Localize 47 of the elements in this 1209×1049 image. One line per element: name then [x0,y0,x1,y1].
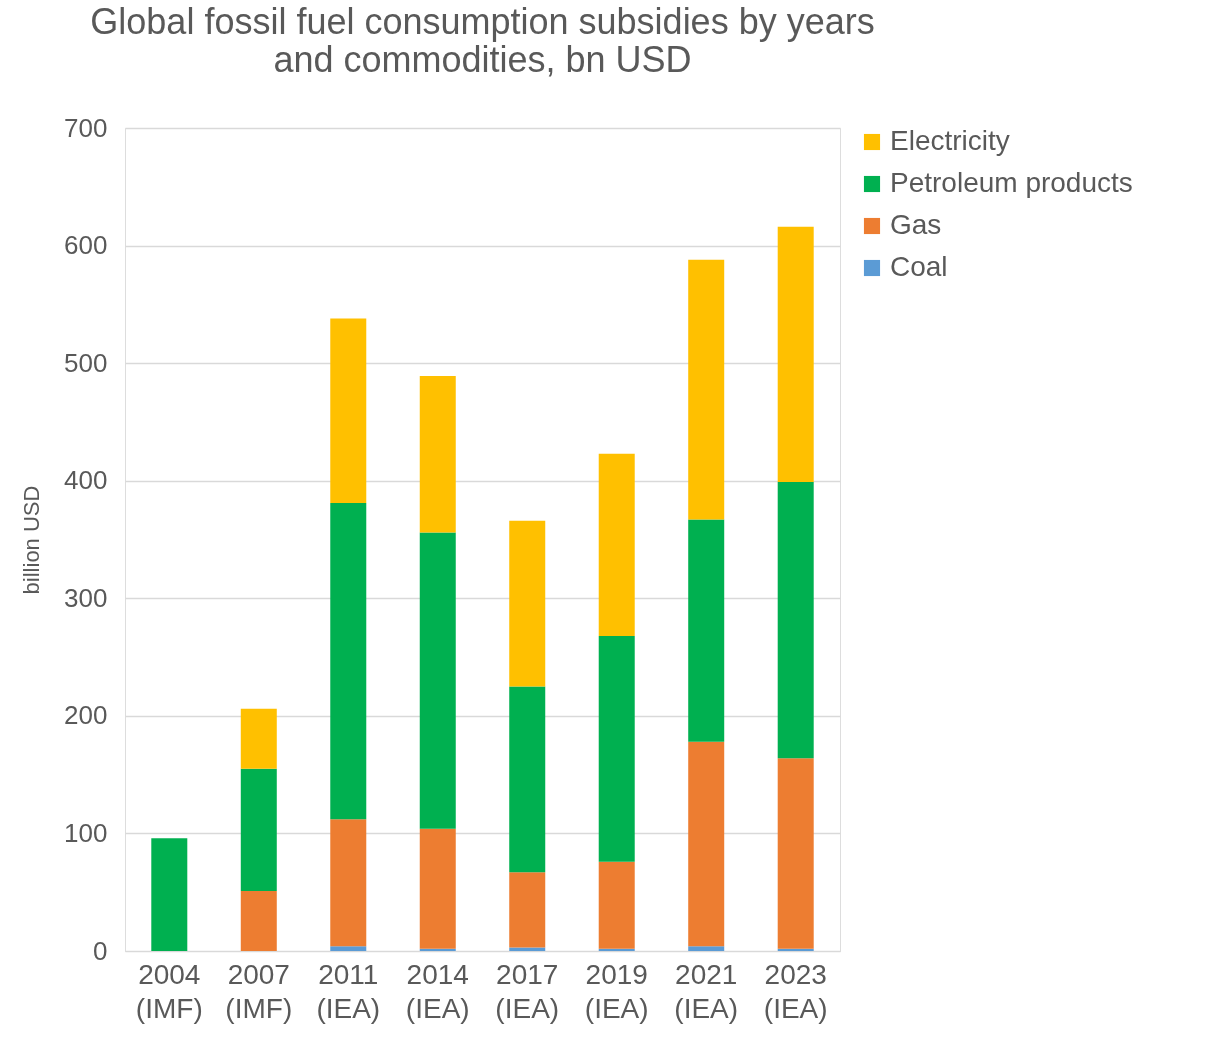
bar [240,768,277,892]
x-tick-label: 2023 (IEA) [763,958,828,1024]
x-tick-label: 2014 (IEA) [405,958,470,1024]
bar [330,819,367,947]
y-tick-label: 200 [64,700,108,731]
y-tick-label: 700 [64,112,108,143]
bar [330,946,367,951]
legend-label: Electricity [890,125,1010,156]
bar [330,318,367,504]
bar [598,861,635,949]
y-tick-label: 600 [64,230,108,261]
bar [240,708,277,769]
y-tick-label: 100 [64,817,108,848]
bar [330,503,367,820]
bar [777,226,814,482]
y-axis-title: billion USD [19,485,45,595]
bar [419,532,456,829]
x-tick-label: 2004 (IMF) [135,958,203,1024]
bar [688,946,725,951]
bar [777,758,814,949]
legend-label: Coal [890,251,948,282]
bar [509,872,546,948]
y-tick-label: 500 [64,347,108,378]
chart-title: Global fossil fuel consumption subsidies by years and commodities, bn USD [90,1,875,80]
x-tick-label: 2021 (IEA) [674,958,739,1024]
bar [509,520,546,687]
bar [151,838,188,951]
bar [419,828,456,949]
bar [598,635,635,862]
x-tick-label: 2019 (IEA) [584,958,649,1024]
y-tick-label: 0 [93,935,108,966]
bar [598,453,635,636]
legend-label: Petroleum products [890,167,1133,198]
bar [688,741,725,947]
x-tick-label: 2017 (IEA) [495,958,560,1024]
bar [688,519,725,742]
bar [688,259,725,520]
bar [240,891,277,951]
x-tick-label: 2007 (IMF) [225,958,293,1024]
legend-label: Gas [890,209,942,240]
bar [777,481,814,759]
bar [419,376,456,533]
x-tick-label: 2011 (IEA) [316,958,381,1024]
y-tick-label: 400 [64,465,108,496]
bar [509,947,546,951]
bar [509,686,546,873]
y-tick-label: 300 [64,582,108,613]
